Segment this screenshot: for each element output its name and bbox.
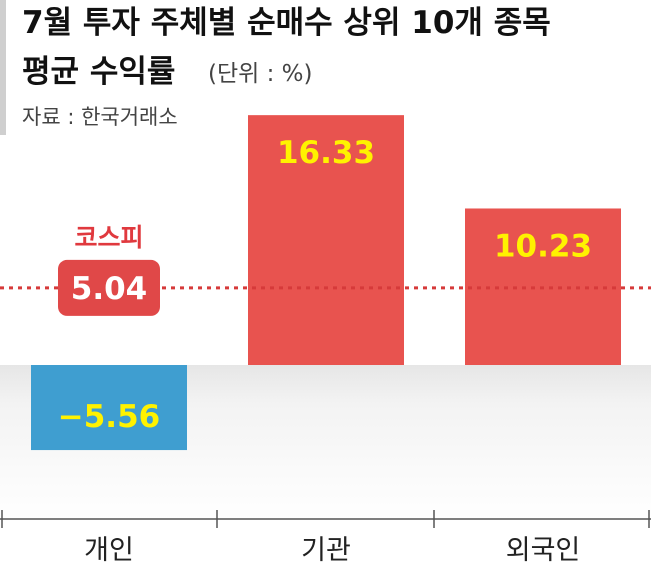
kospi-value-label: 5.04 <box>71 271 148 307</box>
bar-value-label-1: −5.56 <box>58 399 160 435</box>
chart-source: 자료 : 한국거래소 <box>22 105 178 129</box>
title-accent-bar <box>0 0 6 135</box>
chart-title-line2: 평균 수익률 <box>22 54 175 90</box>
category-label-2: 기관 <box>301 535 351 566</box>
x-axis-labels: 개인 기관 외국인 <box>84 535 580 566</box>
chart-unit: (단위 : %) <box>208 61 313 87</box>
kospi-value-badge <box>58 259 160 316</box>
bar-value-label-3: 10.23 <box>494 228 592 264</box>
bar-1 <box>31 365 187 451</box>
kospi-label: 코스피 <box>74 223 143 252</box>
bar-value-label-2: 16.33 <box>277 135 375 171</box>
x-axis-ticks <box>1 510 650 528</box>
category-label-3: 외국인 <box>506 535 581 566</box>
category-label-1: 개인 <box>84 535 134 566</box>
bar-2 <box>248 115 404 365</box>
chart-title-line1: 7월 투자 주체별 순매수 상위 10개 종목 <box>22 5 551 41</box>
